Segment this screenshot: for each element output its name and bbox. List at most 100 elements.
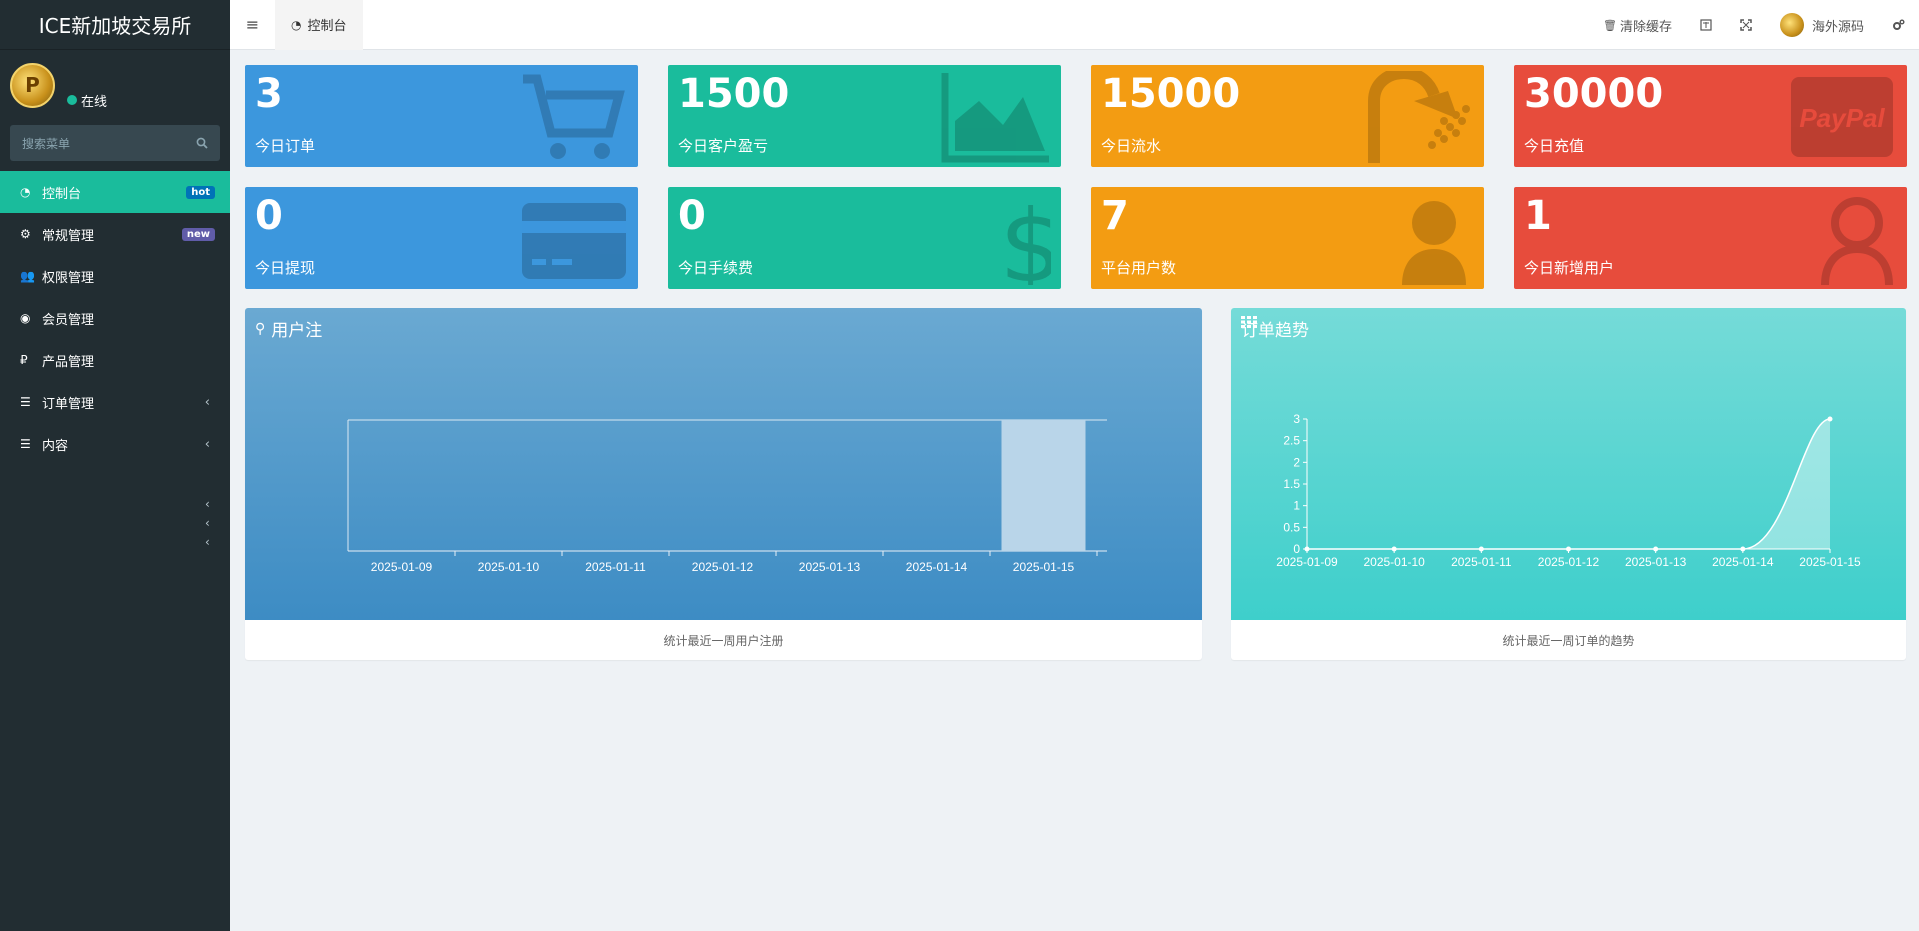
stat-value: 0 — [678, 193, 706, 239]
chevron-left-icon[interactable]: ‹ — [205, 516, 210, 530]
orders-area-fill — [1307, 419, 1830, 549]
menu-badge-hot: hot — [186, 185, 215, 199]
stat-card-6[interactable]: 7 平台用户数 — [1091, 187, 1484, 289]
cogs-icon: ⚙ — [20, 227, 31, 241]
cart-icon — [518, 71, 628, 163]
sidebar-item-6[interactable]: ☰ 内容 ‹ — [0, 423, 230, 465]
list-icon: ☰ — [20, 395, 31, 409]
stat-card-1[interactable]: 1500 今日客户盈亏 — [668, 65, 1061, 167]
orders-title: 订单趋势 — [1241, 316, 1309, 341]
sidebar-item-2[interactable]: 👥 权限管理 — [0, 255, 230, 297]
y-tick-label: 2.5 — [1283, 434, 1300, 448]
trash-icon: 🗑 — [1603, 18, 1617, 32]
header-avatar — [1779, 13, 1804, 37]
brand-title[interactable]: ICE新加坡交易所 — [0, 0, 230, 50]
stat-card-5[interactable]: $0 今日手续费 — [668, 187, 1061, 289]
fullscreen-button[interactable] — [1726, 0, 1766, 50]
user-outline-icon — [1787, 193, 1897, 286]
menu-toggle-button[interactable]: ≡ — [245, 15, 260, 34]
stat-label: 今日提现 — [255, 259, 316, 277]
translate-icon — [1700, 19, 1712, 31]
user-avatar[interactable]: P — [10, 62, 55, 108]
paypal-text: PayPal — [1799, 103, 1885, 133]
users-icon: 👥 — [20, 269, 35, 283]
stat-label: 今日订单 — [255, 137, 316, 155]
sidebar-item-label: 常规管理 — [42, 228, 95, 244]
x-tick-label: 2025-01-14 — [1712, 555, 1774, 569]
stat-label: 今日客户盈亏 — [678, 137, 769, 155]
username-label: 海外源码 — [1811, 19, 1864, 35]
y-tick-label: 0.5 — [1283, 520, 1300, 534]
grid-icon — [1241, 316, 1257, 328]
x-tick-label: 2025-01-09 — [371, 560, 433, 574]
x-tick-label: 2025-01-12 — [692, 560, 754, 574]
search-icon[interactable] — [196, 137, 208, 149]
user-menu[interactable]: 海外源码 — [1766, 0, 1878, 50]
point-2025-01-15[interactable] — [1827, 416, 1833, 422]
orders-series-line — [1307, 418, 1831, 550]
x-tick-label: 2025-01-11 — [1451, 555, 1512, 569]
sidebar-item-3[interactable]: ◉ 会员管理 — [0, 297, 230, 339]
stat-card-4[interactable]: 0 今日提现 — [245, 187, 638, 289]
bar-2025-01-15[interactable] — [1001, 420, 1086, 551]
sidebar-item-0[interactable]: ◔ 控制台 hot — [0, 171, 230, 213]
stat-card-2[interactable]: 15000 今日流水 — [1091, 65, 1484, 167]
shower-icon — [1364, 66, 1474, 163]
stat-card-0[interactable]: 3 今日订单 — [245, 65, 638, 167]
stat-card-7[interactable]: 1 今日新增用户 — [1514, 187, 1907, 289]
sidebar-item-4[interactable]: ₽ 产品管理 — [0, 339, 230, 381]
orders-title-text: 订单趋势 — [1241, 321, 1309, 341]
menu-search-placeholder: 搜索菜单 — [22, 136, 71, 151]
collapsed-menu-chevrons: ‹ ‹ ‹ — [205, 495, 210, 552]
area-chart-icon — [941, 71, 1051, 163]
chevron-left-icon[interactable]: ‹ — [204, 394, 210, 410]
orders-panel: 0 0.5 1 1.5 2 2.5 3 2025-01-09 2025-01-10 2025-01… — [1231, 308, 1906, 660]
language-button[interactable] — [1686, 0, 1726, 50]
dashboard-icon: ◔ — [20, 185, 31, 199]
fullscreen-icon — [1740, 19, 1752, 31]
credit-card-icon — [518, 193, 628, 285]
registration-footer: 统计最近一周用户注册 — [663, 633, 784, 648]
stat-value: 1 — [1524, 193, 1552, 239]
tab-dashboard-label: 控制台 — [307, 19, 347, 34]
menu-search-input[interactable]: 搜索菜单 — [10, 125, 220, 161]
stat-label: 平台用户数 — [1101, 259, 1177, 277]
dashboard-icon: ◔ — [291, 17, 302, 32]
user-icon — [1364, 193, 1474, 285]
sidebar-item-label: 控制台 — [42, 186, 82, 202]
y-tick-label: 1.5 — [1283, 477, 1300, 491]
x-tick-label: 2025-01-13 — [799, 560, 861, 574]
chevron-left-icon[interactable]: ‹ — [204, 436, 210, 452]
header-right: 🗑 清除缓存 海外源码 — [1589, 0, 1919, 50]
stat-value: 7 — [1101, 193, 1129, 239]
paypal-icon: PayPal — [1787, 71, 1897, 163]
chevron-left-icon[interactable]: ‹ — [205, 535, 210, 549]
tab-dashboard[interactable]: ◔ 控制台 — [275, 0, 363, 50]
x-tick-label: 2025-01-10 — [1363, 555, 1425, 569]
sidebar-item-1[interactable]: ⚙ 常规管理 new — [0, 213, 230, 255]
list-icon: ☰ — [20, 437, 31, 451]
stat-value: 1500 — [678, 71, 790, 117]
sidebar-item-label: 内容 — [42, 438, 69, 454]
sidebar-item-label: 产品管理 — [42, 354, 95, 370]
stat-value: 30000 — [1524, 71, 1664, 117]
y-tick-label: 2 — [1293, 455, 1300, 469]
registration-title: ⚲ 用户注 — [255, 316, 323, 342]
user-status: 在线 — [67, 91, 107, 110]
x-tick-label: 2025-01-11 — [585, 560, 646, 574]
clear-cache-button[interactable]: 🗑 清除缓存 — [1589, 0, 1686, 50]
x-tick-label: 2025-01-15 — [1799, 555, 1861, 569]
chevron-left-icon[interactable]: ‹ — [205, 497, 210, 511]
x-tick-label: 2025-01-13 — [1625, 555, 1687, 569]
clear-cache-label: 清除缓存 — [1619, 19, 1672, 35]
stat-card-3[interactable]: PayPal 30000 今日充值 — [1514, 65, 1907, 167]
sidebar-item-5[interactable]: ☰ 订单管理 ‹ — [0, 381, 230, 423]
sidebar-item-label: 权限管理 — [42, 270, 95, 286]
registration-panel: 2025-01-09 2025-01-10 2025-01-11 2025-01-12… — [245, 308, 1202, 660]
registration-title-text: 用户注 — [271, 321, 323, 341]
x-tick-label: 2025-01-10 — [478, 560, 540, 574]
dollar-icon: $ — [941, 188, 1061, 289]
settings-button[interactable] — [1878, 0, 1919, 50]
dollar-text: $ — [999, 193, 1051, 285]
x-tick-label: 2025-01-09 — [1276, 555, 1338, 569]
